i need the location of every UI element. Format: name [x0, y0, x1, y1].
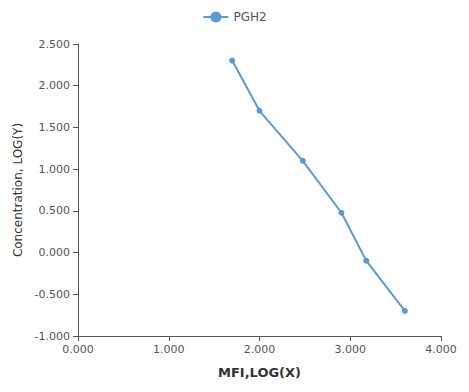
svg-text:0.500: 0.500 — [39, 204, 71, 217]
svg-text:0.000: 0.000 — [62, 343, 94, 356]
svg-text:-1.000: -1.000 — [35, 330, 70, 343]
svg-text:PGH2: PGH2 — [233, 10, 266, 24]
svg-text:4.000: 4.000 — [425, 343, 457, 356]
svg-text:1.000: 1.000 — [153, 343, 185, 356]
svg-text:1.500: 1.500 — [39, 121, 71, 134]
svg-text:1.000: 1.000 — [39, 163, 71, 176]
svg-text:2.000: 2.000 — [39, 79, 71, 92]
svg-text:-0.500: -0.500 — [35, 288, 70, 301]
svg-text:2.500: 2.500 — [39, 38, 71, 51]
svg-text:0.000: 0.000 — [39, 246, 71, 259]
svg-text:3.000: 3.000 — [335, 343, 367, 356]
svg-text:2.000: 2.000 — [244, 343, 276, 356]
svg-text:Concentration, LOG(Y): Concentration, LOG(Y) — [11, 123, 25, 257]
svg-text:MFI,LOG(X): MFI,LOG(X) — [218, 365, 301, 380]
